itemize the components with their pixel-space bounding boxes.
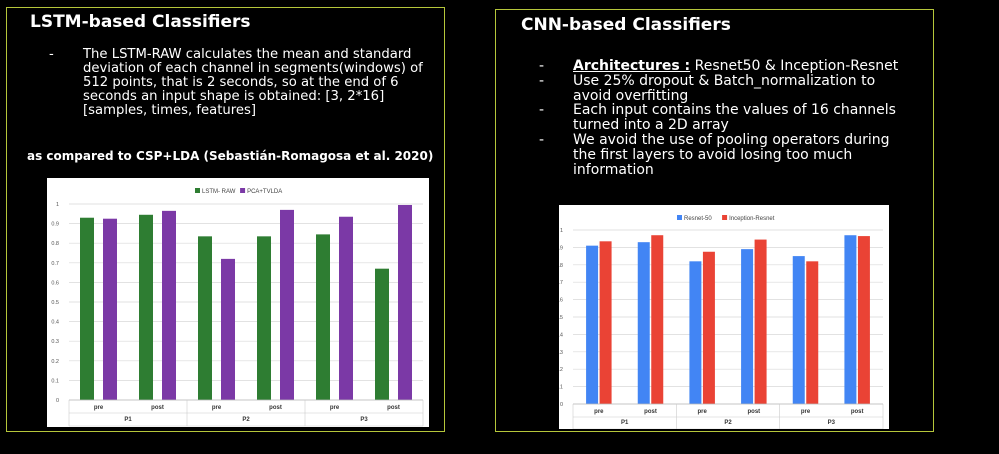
legend-swatch xyxy=(722,215,728,220)
panel-title: LSTM-based Classifiers xyxy=(30,12,251,32)
legend-label: Resnet-50 xyxy=(684,216,712,222)
bullet-item: - The LSTM-RAW calculates the mean and s… xyxy=(49,47,423,118)
x-tick-label: pre xyxy=(697,409,707,415)
bar xyxy=(806,261,819,404)
bar xyxy=(375,268,389,400)
bar xyxy=(689,261,702,404)
cnn-panel: CNN-based Classifiers - Architectures : … xyxy=(495,9,934,432)
y-tick-label: 1 xyxy=(56,202,59,208)
bullet-item: - Architectures : Resnet50 & Inception-R… xyxy=(539,58,908,74)
y-tick-label: 0.5 xyxy=(559,315,563,321)
y-tick-label: 0.4 xyxy=(559,332,563,338)
x-tick-label: pre xyxy=(594,409,604,415)
y-tick-label: 0.5 xyxy=(51,300,59,306)
bar xyxy=(162,210,176,400)
y-tick-label: 0.8 xyxy=(559,263,563,269)
bar xyxy=(637,242,650,404)
bullet-item: - Each input contains the values of 16 c… xyxy=(539,102,908,134)
y-tick-label: 0.6 xyxy=(559,298,563,304)
group-label: P3 xyxy=(360,417,368,423)
bar xyxy=(139,214,153,400)
bar xyxy=(586,245,599,404)
bullet-text: Use 25% dropout & Batch_normalization to… xyxy=(573,72,876,104)
bullet-dash: - xyxy=(49,47,54,62)
bar xyxy=(792,256,805,404)
lstm-panel: LSTM-based Classifiers - The LSTM-RAW ca… xyxy=(6,7,445,432)
x-tick-label: pre xyxy=(94,405,104,411)
bullet-dash: - xyxy=(539,102,545,119)
bar xyxy=(844,235,857,404)
y-tick-label: 0 xyxy=(560,402,563,408)
bar xyxy=(857,236,870,404)
x-tick-label: pre xyxy=(801,409,811,415)
bar xyxy=(80,217,94,400)
bar xyxy=(280,209,294,400)
bar xyxy=(103,218,117,400)
x-tick-label: post xyxy=(387,405,400,411)
legend-swatch xyxy=(677,215,682,220)
bar xyxy=(221,258,235,400)
y-tick-label: 0.6 xyxy=(51,280,59,286)
bullet-list: - Architectures : Resnet50 & Inception-R… xyxy=(539,58,908,178)
group-label: P1 xyxy=(621,420,629,426)
legend-swatch xyxy=(240,188,246,193)
y-tick-label: 0.7 xyxy=(559,280,563,286)
cnn-bar-chart: Resnet-50 Inception-Resnet 0 0.1 0.2 0.3 0.4 0.… xyxy=(559,205,889,429)
group-label: P1 xyxy=(124,417,132,423)
y-tick-label: 0.8 xyxy=(51,241,59,247)
chart-svg: Resnet-50 Inception-Resnet 0 0.1 0.2 0.3 0.4 0.… xyxy=(559,215,884,429)
bullet-dash: - xyxy=(539,58,545,74)
group-label: P3 xyxy=(828,420,836,426)
group-label: P2 xyxy=(242,417,250,423)
y-tick-label: 0.1 xyxy=(51,378,59,384)
x-tick-label: post xyxy=(644,409,657,415)
bar xyxy=(198,236,212,400)
bar xyxy=(702,251,715,404)
bullet-item: - We avoid the use of pooling operators … xyxy=(539,131,908,178)
x-tick-label: post xyxy=(747,409,760,415)
legend-label: PCA+TVLDA xyxy=(247,189,282,195)
bullet-label: Architectures : xyxy=(573,58,691,74)
bullet-text: Resnet50 & Inception-Resnet xyxy=(690,58,899,74)
y-tick-label: 0.7 xyxy=(51,261,59,267)
bullet-dash: - xyxy=(539,72,545,89)
bar xyxy=(339,216,353,400)
y-tick-label: 1 xyxy=(560,228,563,234)
bullet-dash: - xyxy=(539,131,545,148)
lstm-bar-chart: LSTM- RAW PCA+TVLDA 0 0.1 0.2 0.3 0.4 0.5 0.6 0.7… xyxy=(47,178,429,427)
y-tick-label: 0.9 xyxy=(559,245,563,251)
bar xyxy=(754,239,767,404)
y-tick-label: 0.9 xyxy=(51,222,59,228)
y-tick-label: 0.2 xyxy=(559,367,563,373)
bullet-text: Each input contains the values of 16 cha… xyxy=(573,102,896,134)
bar xyxy=(599,241,612,404)
legend-swatch xyxy=(195,188,200,193)
chart-svg: LSTM- RAW PCA+TVLDA 0 0.1 0.2 0.3 0.4 0.5 0.6 0.7… xyxy=(51,188,424,427)
group-label: P2 xyxy=(724,420,732,426)
x-tick-label: post xyxy=(269,405,282,411)
bar xyxy=(651,235,664,404)
y-tick-label: 0.3 xyxy=(51,339,59,345)
y-tick-label: 0.4 xyxy=(51,320,59,326)
bullet-text: The LSTM-RAW calculates the mean and sta… xyxy=(83,47,423,118)
bullet-text: We avoid the use of pooling operators du… xyxy=(573,131,890,178)
y-tick-label: 0 xyxy=(56,398,59,404)
y-tick-label: 0.3 xyxy=(559,350,563,356)
bar xyxy=(741,249,754,404)
bullet-item: - Use 25% dropout & Batch_normalization … xyxy=(539,72,908,104)
comparison-caption: as compared to CSP+LDA (Sebastián-Romago… xyxy=(27,149,434,163)
y-tick-label: 0.1 xyxy=(559,385,563,391)
bar xyxy=(257,236,271,400)
x-tick-label: pre xyxy=(212,405,222,411)
bullet-list: - The LSTM-RAW calculates the mean and s… xyxy=(49,47,423,118)
bar xyxy=(316,234,330,400)
x-tick-label: post xyxy=(151,405,164,411)
x-tick-label: pre xyxy=(330,405,340,411)
x-tick-label: post xyxy=(851,409,864,415)
legend-label: LSTM- RAW xyxy=(202,189,236,195)
bar xyxy=(398,204,412,400)
y-tick-label: 0.2 xyxy=(51,359,59,365)
legend-label: Inception-Resnet xyxy=(729,216,775,222)
panel-title: CNN-based Classifiers xyxy=(521,15,731,35)
